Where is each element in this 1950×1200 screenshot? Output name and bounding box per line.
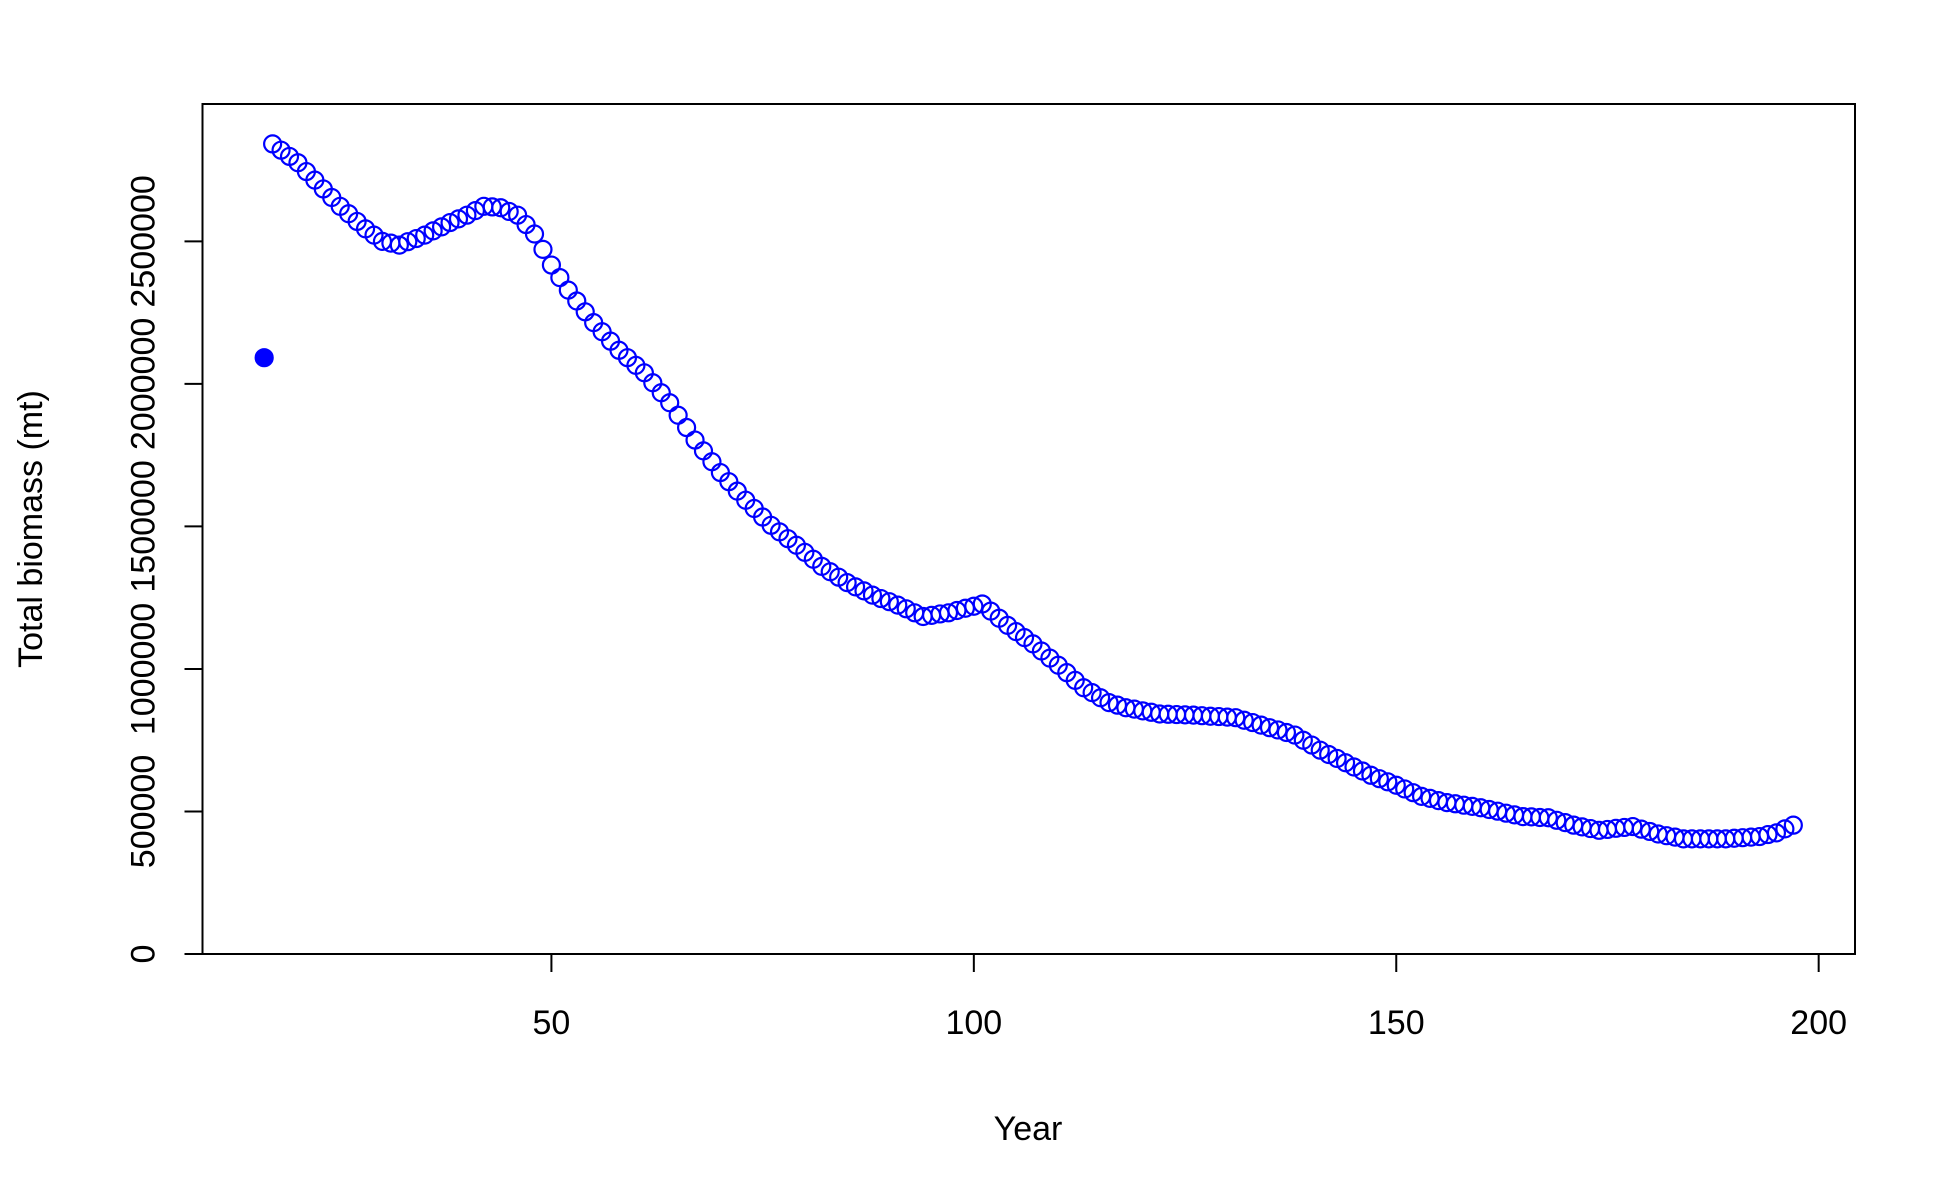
- point: [1099, 692, 1119, 713]
- point: [254, 348, 274, 368]
- point: [879, 592, 899, 612]
- point: [1783, 815, 1803, 835]
- point: [1386, 775, 1406, 795]
- y-tick-label: 1500000: [125, 460, 163, 592]
- point: [524, 224, 545, 244]
- point: [567, 291, 587, 311]
- point: [1631, 819, 1651, 839]
- y-tick-label: 0: [125, 945, 163, 964]
- point: [685, 430, 705, 450]
- point: [499, 201, 519, 222]
- point: [550, 267, 570, 288]
- point: [1243, 712, 1263, 733]
- point: [1538, 808, 1558, 828]
- point: [1758, 824, 1778, 845]
- point: [406, 228, 426, 249]
- point: [1378, 772, 1398, 792]
- point: [1547, 810, 1567, 830]
- point: [693, 441, 714, 461]
- point: [389, 235, 409, 255]
- point: [1251, 715, 1271, 735]
- point: [1775, 819, 1795, 839]
- point: [448, 209, 469, 229]
- x-axis-title: Year: [994, 1110, 1063, 1148]
- point: [668, 405, 688, 425]
- point: [1369, 769, 1389, 789]
- y-axis-title: Total biomass (mt): [12, 390, 50, 668]
- point: [888, 595, 908, 615]
- point: [676, 417, 697, 438]
- point: [491, 198, 511, 218]
- point: [1268, 720, 1288, 740]
- y-tick-label: 1000000: [125, 603, 163, 735]
- y-tick-label: 2500000: [125, 175, 163, 307]
- point: [533, 239, 553, 259]
- y-tick-label: 2000000: [125, 318, 163, 450]
- x-tick-label: 50: [533, 1004, 571, 1042]
- plot-box: [201, 103, 1856, 955]
- point: [702, 452, 722, 472]
- y-tick-label: 500000: [125, 755, 163, 868]
- x-tick-label: 150: [1368, 1004, 1425, 1042]
- point: [1276, 722, 1297, 743]
- x-tick-label: 100: [945, 1004, 1002, 1042]
- point: [871, 588, 891, 609]
- point: [558, 280, 578, 300]
- point: [1403, 783, 1423, 803]
- point: [440, 212, 460, 233]
- point: [1395, 779, 1415, 799]
- point: [1361, 765, 1381, 785]
- point: [1623, 816, 1643, 837]
- point: [862, 585, 883, 605]
- point: [575, 302, 595, 322]
- point: [1259, 718, 1280, 738]
- point: [541, 255, 562, 275]
- point: [964, 596, 984, 616]
- point: [1226, 708, 1246, 728]
- x-tick-label: 200: [1790, 1004, 1847, 1042]
- point: [1234, 710, 1254, 730]
- point: [398, 232, 418, 252]
